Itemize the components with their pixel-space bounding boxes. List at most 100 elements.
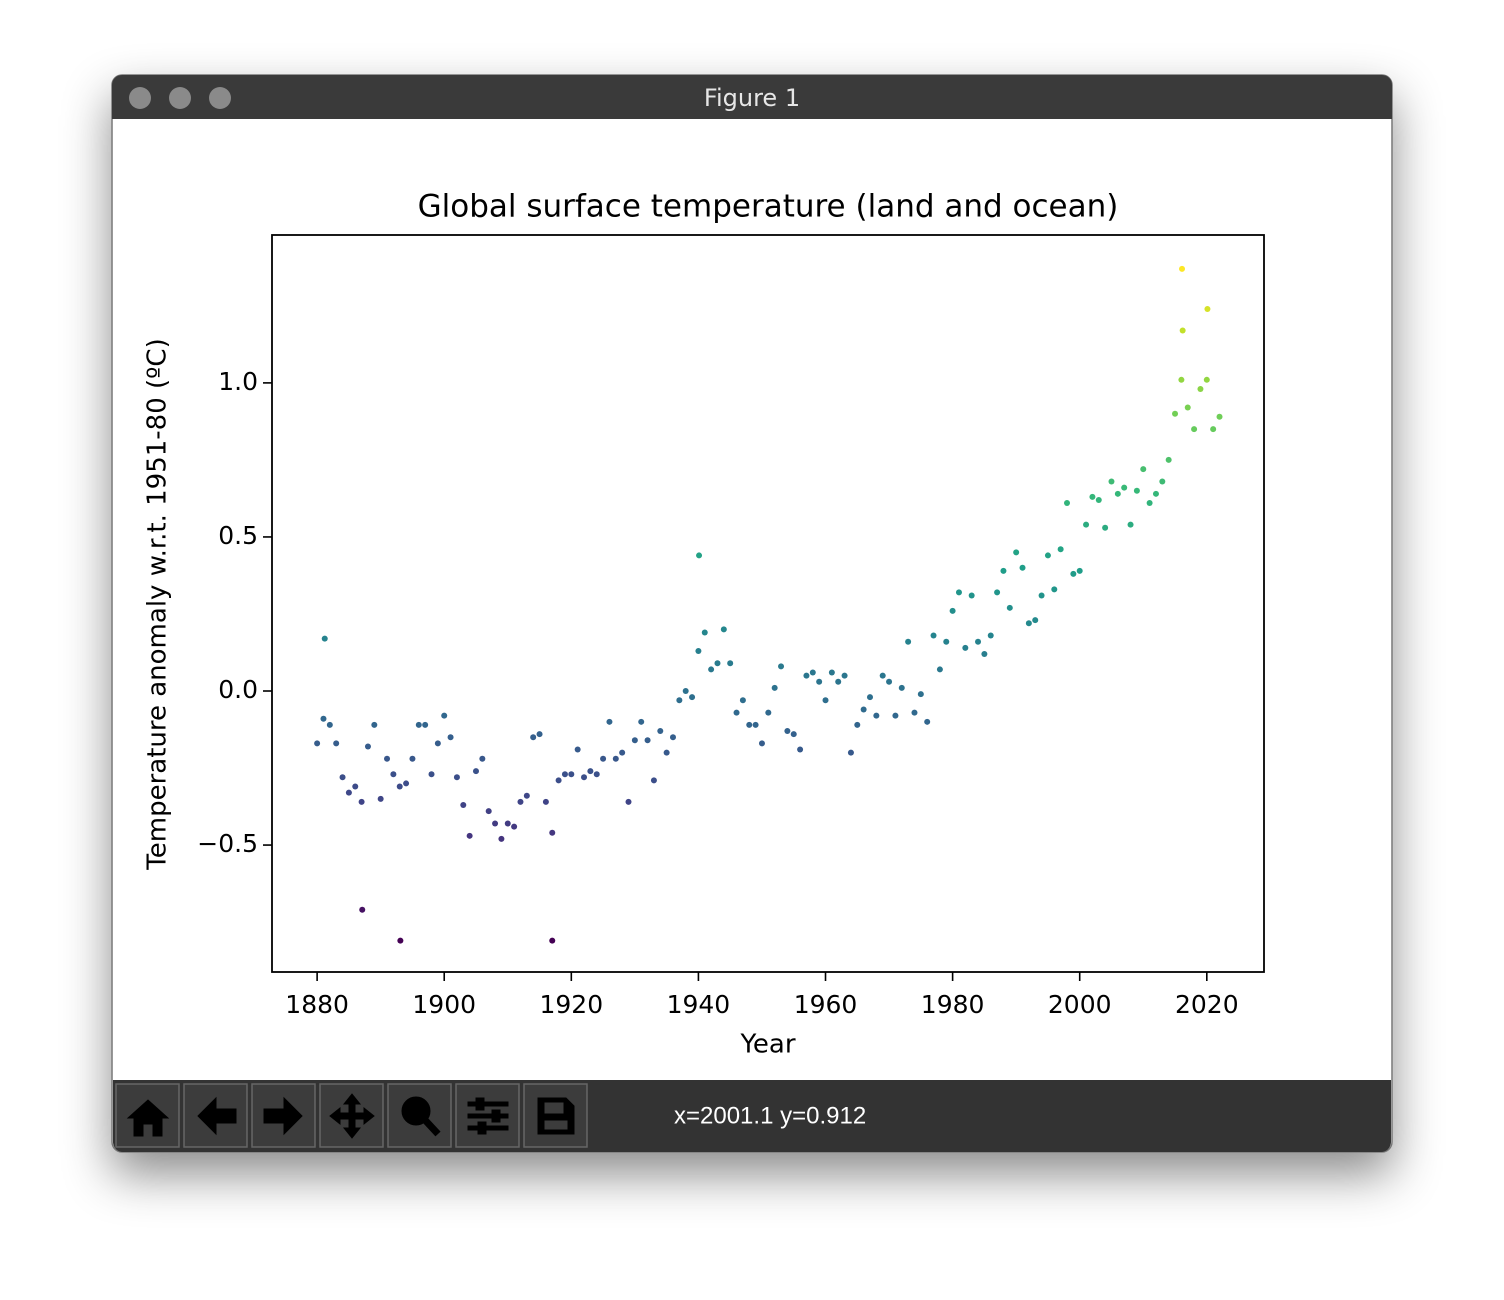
scatter-point bbox=[1070, 570, 1077, 577]
scatter-point bbox=[746, 721, 753, 728]
forward-button[interactable] bbox=[251, 1083, 316, 1148]
scatter-point bbox=[358, 798, 365, 805]
scatter-point bbox=[397, 937, 404, 944]
scatter-point bbox=[1133, 487, 1140, 494]
scatter-point bbox=[434, 740, 441, 747]
scatter-point bbox=[866, 694, 873, 701]
scatter-point bbox=[1006, 604, 1013, 611]
scatter-point bbox=[542, 798, 549, 805]
zoom-button[interactable] bbox=[209, 87, 231, 109]
scatter-point bbox=[650, 777, 657, 784]
scatter-point bbox=[352, 783, 359, 790]
scatter-point bbox=[657, 728, 664, 735]
scatter-point bbox=[536, 731, 543, 738]
scatter-point bbox=[498, 835, 505, 842]
scatter-point bbox=[339, 774, 346, 781]
home-button[interactable] bbox=[115, 1083, 180, 1148]
scatter-point bbox=[924, 718, 931, 725]
scatter-point bbox=[1172, 410, 1179, 417]
scatter-point bbox=[790, 731, 797, 738]
x-tick-label: 1960 bbox=[794, 990, 858, 1019]
scatter-point bbox=[828, 669, 835, 676]
scatter-point bbox=[1038, 592, 1045, 599]
scatter-point bbox=[886, 678, 893, 685]
scatter-point bbox=[771, 684, 778, 691]
scatter-point bbox=[612, 755, 619, 762]
scatter-point bbox=[727, 660, 734, 667]
scatter-point bbox=[1146, 500, 1153, 507]
scatter-point bbox=[428, 771, 435, 778]
scatter-point bbox=[530, 734, 537, 741]
scatter-point bbox=[758, 740, 765, 747]
scatter-point bbox=[1184, 404, 1191, 411]
scatter-point bbox=[638, 718, 645, 725]
zoom-tool-button[interactable] bbox=[387, 1083, 452, 1148]
scatter-point bbox=[701, 629, 708, 636]
scatter-point bbox=[517, 798, 524, 805]
window: Figure 1 x=2001.1 y=0.912 bbox=[111, 74, 1393, 1153]
scatter-point bbox=[1083, 521, 1090, 528]
title-bar bbox=[112, 75, 1392, 119]
scatter-point bbox=[1191, 426, 1198, 433]
scatter-point bbox=[682, 688, 689, 695]
scatter-point bbox=[708, 666, 715, 673]
scatter-point bbox=[1032, 617, 1039, 624]
scatter-point bbox=[676, 697, 683, 704]
scatter-point bbox=[1179, 265, 1186, 272]
x-tick-label: 1900 bbox=[412, 990, 476, 1019]
x-tick-label: 1920 bbox=[540, 990, 604, 1019]
scatter-point bbox=[593, 771, 600, 778]
scatter-point bbox=[1114, 490, 1121, 497]
scatter-point bbox=[1063, 500, 1070, 507]
scatter-point bbox=[587, 768, 594, 775]
scatter-point bbox=[1179, 327, 1186, 334]
scatter-point bbox=[962, 644, 969, 651]
scatter-point bbox=[752, 721, 759, 728]
scatter-point bbox=[1095, 496, 1102, 503]
configure-button[interactable] bbox=[455, 1083, 520, 1148]
minimize-button[interactable] bbox=[169, 87, 191, 109]
scatter-point bbox=[1159, 478, 1166, 485]
scatter-point bbox=[1216, 413, 1223, 420]
scatter-point bbox=[396, 783, 403, 790]
scatter-point bbox=[696, 552, 703, 559]
back-button[interactable] bbox=[183, 1083, 248, 1148]
scatter-point bbox=[797, 746, 804, 753]
chart: Global surface temperature (land and oce… bbox=[143, 189, 1265, 1060]
y-tick-label: −0.5 bbox=[197, 829, 258, 858]
scatter-point bbox=[981, 651, 988, 658]
close-button[interactable] bbox=[129, 87, 151, 109]
scatter-point bbox=[994, 589, 1001, 596]
scatter-point bbox=[409, 755, 416, 762]
scatter-point bbox=[714, 660, 721, 667]
scatter-point bbox=[1152, 490, 1159, 497]
x-axis-label: Year bbox=[739, 1030, 795, 1060]
scatter-point bbox=[1127, 521, 1134, 528]
scatter-point bbox=[561, 771, 568, 778]
pan-button[interactable] bbox=[319, 1083, 384, 1148]
scatter-point bbox=[1178, 376, 1185, 383]
scatter-point bbox=[441, 712, 448, 719]
scatter-point bbox=[1121, 484, 1128, 491]
scatter-point bbox=[466, 832, 473, 839]
scatter-point bbox=[1204, 305, 1211, 312]
scatter-point bbox=[1108, 478, 1115, 485]
scatter-point bbox=[479, 755, 486, 762]
scatter-point bbox=[733, 709, 740, 716]
scatter-point bbox=[568, 771, 575, 778]
scatter-point bbox=[765, 709, 772, 716]
scatter-point bbox=[460, 802, 467, 809]
scatter-point bbox=[1210, 426, 1217, 433]
scatter-point bbox=[689, 694, 696, 701]
scatter-point bbox=[619, 749, 626, 756]
scatter-point bbox=[955, 589, 962, 596]
cursor-status: x=2001.1 y=0.912 bbox=[674, 1102, 866, 1129]
scatter-point bbox=[574, 746, 581, 753]
scatter-point bbox=[1000, 567, 1007, 574]
save-button[interactable] bbox=[523, 1083, 588, 1148]
scatter-point bbox=[422, 721, 429, 728]
plot-frame bbox=[271, 234, 1265, 973]
scatter-point bbox=[371, 721, 378, 728]
scatter-point bbox=[835, 678, 842, 685]
y-tick-label: 1.0 bbox=[218, 367, 258, 396]
